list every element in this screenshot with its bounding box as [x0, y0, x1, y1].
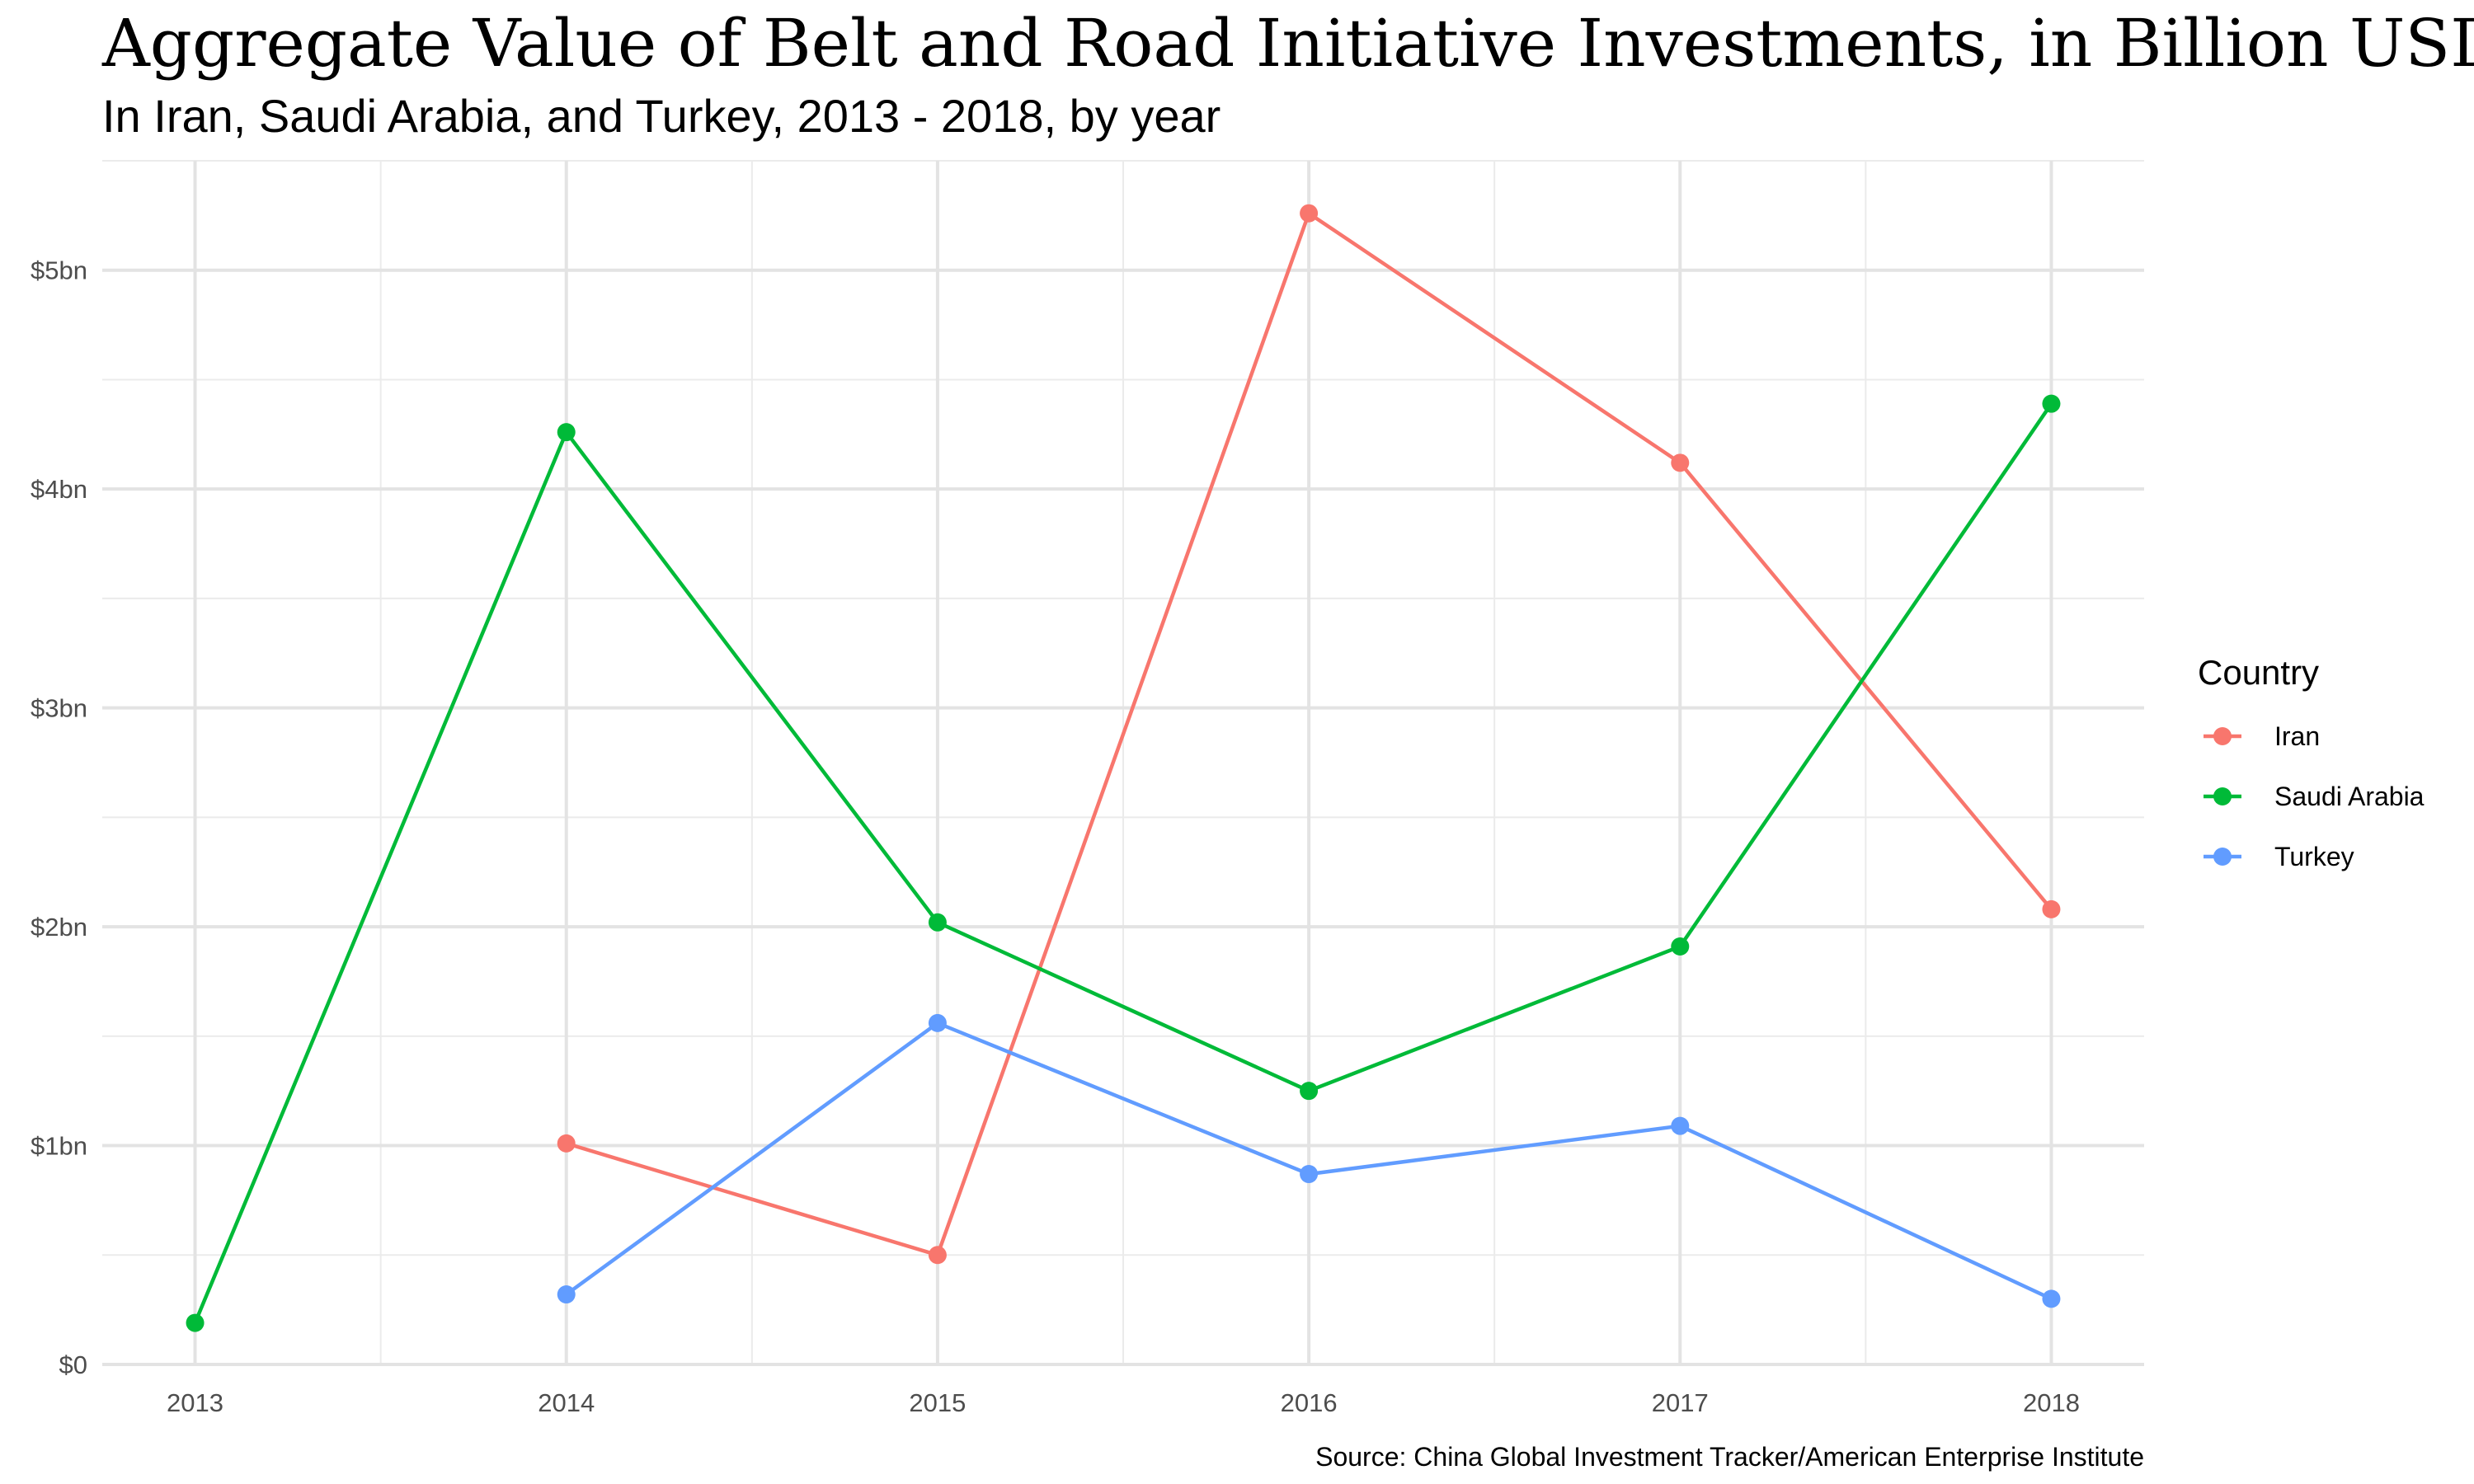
data-point-turkey: [2042, 1289, 2061, 1308]
y-axis-ticks: $0 $1bn $2bn $3bn $4bn $5bn: [31, 256, 87, 1379]
legend-key-point: [2213, 787, 2232, 805]
legend-title: Country: [2198, 653, 2319, 692]
x-tick-label: 2018: [2023, 1388, 2080, 1417]
y-tick-label: $1bn: [31, 1132, 87, 1161]
data-point-iran: [1300, 204, 1319, 223]
data-point-iran: [2042, 899, 2061, 918]
grid: [102, 160, 2144, 1366]
y-tick-label: $3bn: [31, 694, 87, 723]
source-caption: Source: China Global Investment Tracker/…: [1315, 1442, 2144, 1472]
data-point-iran: [928, 1246, 947, 1265]
x-tick-label: 2015: [909, 1388, 966, 1417]
data-point-iran: [1671, 453, 1690, 472]
chart-title: Aggregate Value of Belt and Road Initiat…: [101, 5, 2474, 82]
data-point-iran: [557, 1134, 576, 1153]
data-point-turkey: [1300, 1165, 1319, 1184]
data-point-saudi-arabia: [186, 1313, 205, 1332]
data-point-saudi-arabia: [557, 423, 576, 442]
y-tick-label: $0: [59, 1350, 87, 1379]
x-tick-label: 2016: [1281, 1388, 1338, 1417]
y-tick-label: $2bn: [31, 913, 87, 942]
series-line-saudi-arabia: [193, 402, 2053, 1324]
legend-label: Turkey: [2274, 842, 2354, 871]
chart-subtitle: In Iran, Saudi Arabia, and Turkey, 2013 …: [102, 90, 1221, 142]
data-point-turkey: [557, 1285, 576, 1304]
y-tick-label: $5bn: [31, 256, 87, 285]
legend-key-point: [2213, 727, 2232, 745]
y-tick-label: $4bn: [31, 475, 87, 504]
data-point-turkey: [1671, 1116, 1690, 1135]
legend-label: Saudi Arabia: [2274, 782, 2425, 811]
x-tick-label: 2017: [1652, 1388, 1709, 1417]
x-tick-label: 2013: [167, 1388, 223, 1417]
x-tick-label: 2014: [538, 1388, 595, 1417]
legend-key-point: [2213, 848, 2232, 866]
data-point-saudi-arabia: [1671, 937, 1690, 956]
series-group: [186, 204, 2061, 1332]
x-axis-ticks: 2013 2014 2015 2016 2017 2018: [167, 1388, 2080, 1417]
data-point-saudi-arabia: [1300, 1082, 1319, 1101]
data-point-saudi-arabia: [2042, 394, 2061, 413]
legend: Country Iran Saudi Arabia Turkey: [2198, 653, 2425, 871]
legend-label: Iran: [2274, 721, 2320, 751]
data-point-turkey: [928, 1013, 947, 1032]
data-point-saudi-arabia: [928, 913, 947, 932]
